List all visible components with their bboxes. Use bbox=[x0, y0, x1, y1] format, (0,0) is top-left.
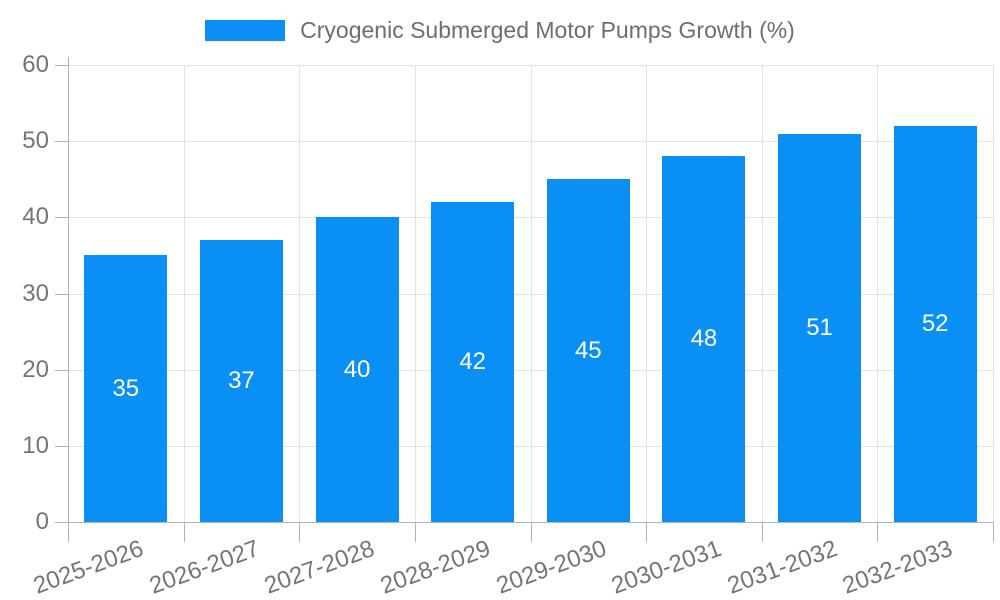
bar-value-label: 45 bbox=[574, 336, 602, 364]
gridline-vertical bbox=[761, 65, 763, 522]
gridline-vertical bbox=[183, 65, 185, 522]
x-axis-tick-label: 2030-2031 bbox=[608, 535, 726, 600]
gridline-vertical bbox=[414, 65, 416, 522]
y-axis-tick bbox=[55, 369, 68, 371]
x-axis-line bbox=[55, 522, 993, 523]
gridline-vertical bbox=[993, 65, 994, 522]
bar[interactable] bbox=[662, 156, 746, 522]
legend-label: Cryogenic Submerged Motor Pumps Growth (… bbox=[300, 17, 795, 43]
y-axis-tick-label: 50 bbox=[22, 127, 49, 155]
gridline-vertical bbox=[646, 65, 648, 522]
y-axis-tick-label: 0 bbox=[35, 508, 49, 535]
y-axis-tick-label: 60 bbox=[22, 51, 49, 78]
bar-value-label: 35 bbox=[112, 374, 140, 402]
bar-value-label: 48 bbox=[690, 325, 718, 353]
bar[interactable] bbox=[84, 255, 168, 522]
x-axis-tick-label: 2025-2026 bbox=[29, 535, 148, 600]
y-axis-tick bbox=[55, 217, 68, 219]
bar[interactable] bbox=[893, 125, 977, 522]
y-axis-line bbox=[68, 57, 69, 542]
bar-value-label: 40 bbox=[343, 355, 371, 383]
legend-swatch bbox=[205, 20, 286, 41]
y-axis-tick-label: 30 bbox=[22, 279, 49, 307]
gridline-vertical bbox=[299, 65, 301, 522]
x-axis-tick bbox=[530, 522, 532, 542]
gridline-vertical bbox=[530, 65, 532, 522]
chart-legend[interactable]: Cryogenic Submerged Motor Pumps Growth (… bbox=[0, 17, 1000, 44]
y-axis-tick bbox=[55, 65, 68, 66]
bar[interactable] bbox=[778, 133, 862, 522]
x-axis-tick-label: 2028-2029 bbox=[376, 535, 494, 600]
y-axis-tick bbox=[55, 141, 68, 143]
bar[interactable] bbox=[431, 202, 515, 522]
y-axis-tick-label: 40 bbox=[22, 203, 49, 231]
x-axis-tick bbox=[299, 522, 301, 542]
x-axis-tick bbox=[993, 522, 994, 542]
x-axis-tick-label: 2029-2030 bbox=[492, 535, 610, 600]
x-axis-tick-label: 2032-2033 bbox=[839, 535, 957, 600]
gridline-vertical bbox=[877, 65, 879, 522]
bar[interactable] bbox=[315, 217, 399, 522]
x-axis-tick bbox=[761, 522, 763, 542]
x-axis-tick-label: 2026-2027 bbox=[145, 535, 263, 600]
x-axis-tick-label: 2031-2032 bbox=[723, 535, 841, 600]
x-axis-tick-label: 2027-2028 bbox=[261, 535, 379, 600]
y-axis-tick-label: 10 bbox=[22, 431, 49, 459]
y-axis-tick bbox=[55, 293, 68, 295]
y-axis-tick bbox=[55, 445, 68, 447]
bar-value-label: 37 bbox=[228, 367, 255, 395]
y-axis-tick-label: 20 bbox=[22, 355, 49, 383]
x-axis-tick bbox=[414, 522, 416, 542]
bar-value-label: 52 bbox=[921, 309, 949, 337]
x-axis-tick bbox=[646, 522, 648, 542]
x-axis-tick bbox=[183, 522, 185, 542]
x-axis-tick bbox=[877, 522, 879, 542]
bar-value-label: 42 bbox=[459, 348, 487, 376]
bar[interactable] bbox=[546, 179, 630, 522]
bar-value-label: 51 bbox=[806, 313, 833, 341]
bar[interactable] bbox=[199, 240, 283, 522]
